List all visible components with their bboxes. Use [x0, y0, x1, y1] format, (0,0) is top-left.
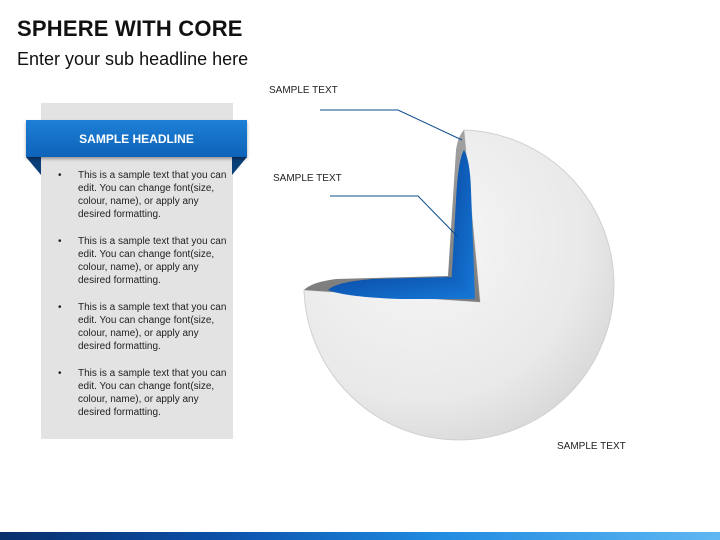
page-subtitle: Enter your sub headline here: [17, 49, 249, 69]
footer-bar: [0, 532, 720, 540]
bullet-dot: •: [58, 236, 62, 247]
label-core: SAMPLE TEXT: [273, 173, 342, 184]
bullet-list: • This is a sample text that you can edit…: [54, 169, 229, 433]
core-vertical: [451, 150, 475, 299]
list-item: • This is a sample text that you can edit…: [54, 301, 229, 353]
leader-line-outer: [320, 109, 463, 141]
bullet-text: This is a sample text that you can edit.…: [78, 170, 227, 220]
bullet-dot: •: [58, 170, 62, 181]
label-sphere: SAMPLE TEXT: [557, 441, 626, 452]
text-panel: [41, 103, 233, 439]
ribbon-fold-left: [26, 157, 41, 175]
leader-line-core: [330, 195, 458, 237]
sphere-body: [303, 129, 615, 441]
bullet-dot: •: [58, 368, 62, 379]
bullet-text: This is a sample text that you can edit.…: [78, 302, 227, 352]
core-horizontal: [328, 277, 475, 299]
list-item: • This is a sample text that you can edit…: [54, 235, 229, 287]
headline-text: SAMPLE HEADLINE: [79, 131, 194, 146]
bullet-text: This is a sample text that you can edit.…: [78, 368, 227, 418]
bullet-text: This is a sample text that you can edit.…: [78, 236, 227, 286]
page-title: SPHERE WITH CORE: [17, 16, 243, 41]
bullet-dot: •: [58, 302, 62, 313]
label-outer: SAMPLE TEXT: [269, 85, 338, 96]
ribbon-fold-right: [232, 157, 247, 175]
list-item: • This is a sample text that you can edit…: [54, 367, 229, 419]
list-item: • This is a sample text that you can edit…: [54, 169, 229, 221]
headline-ribbon: SAMPLE HEADLINE: [26, 120, 247, 157]
